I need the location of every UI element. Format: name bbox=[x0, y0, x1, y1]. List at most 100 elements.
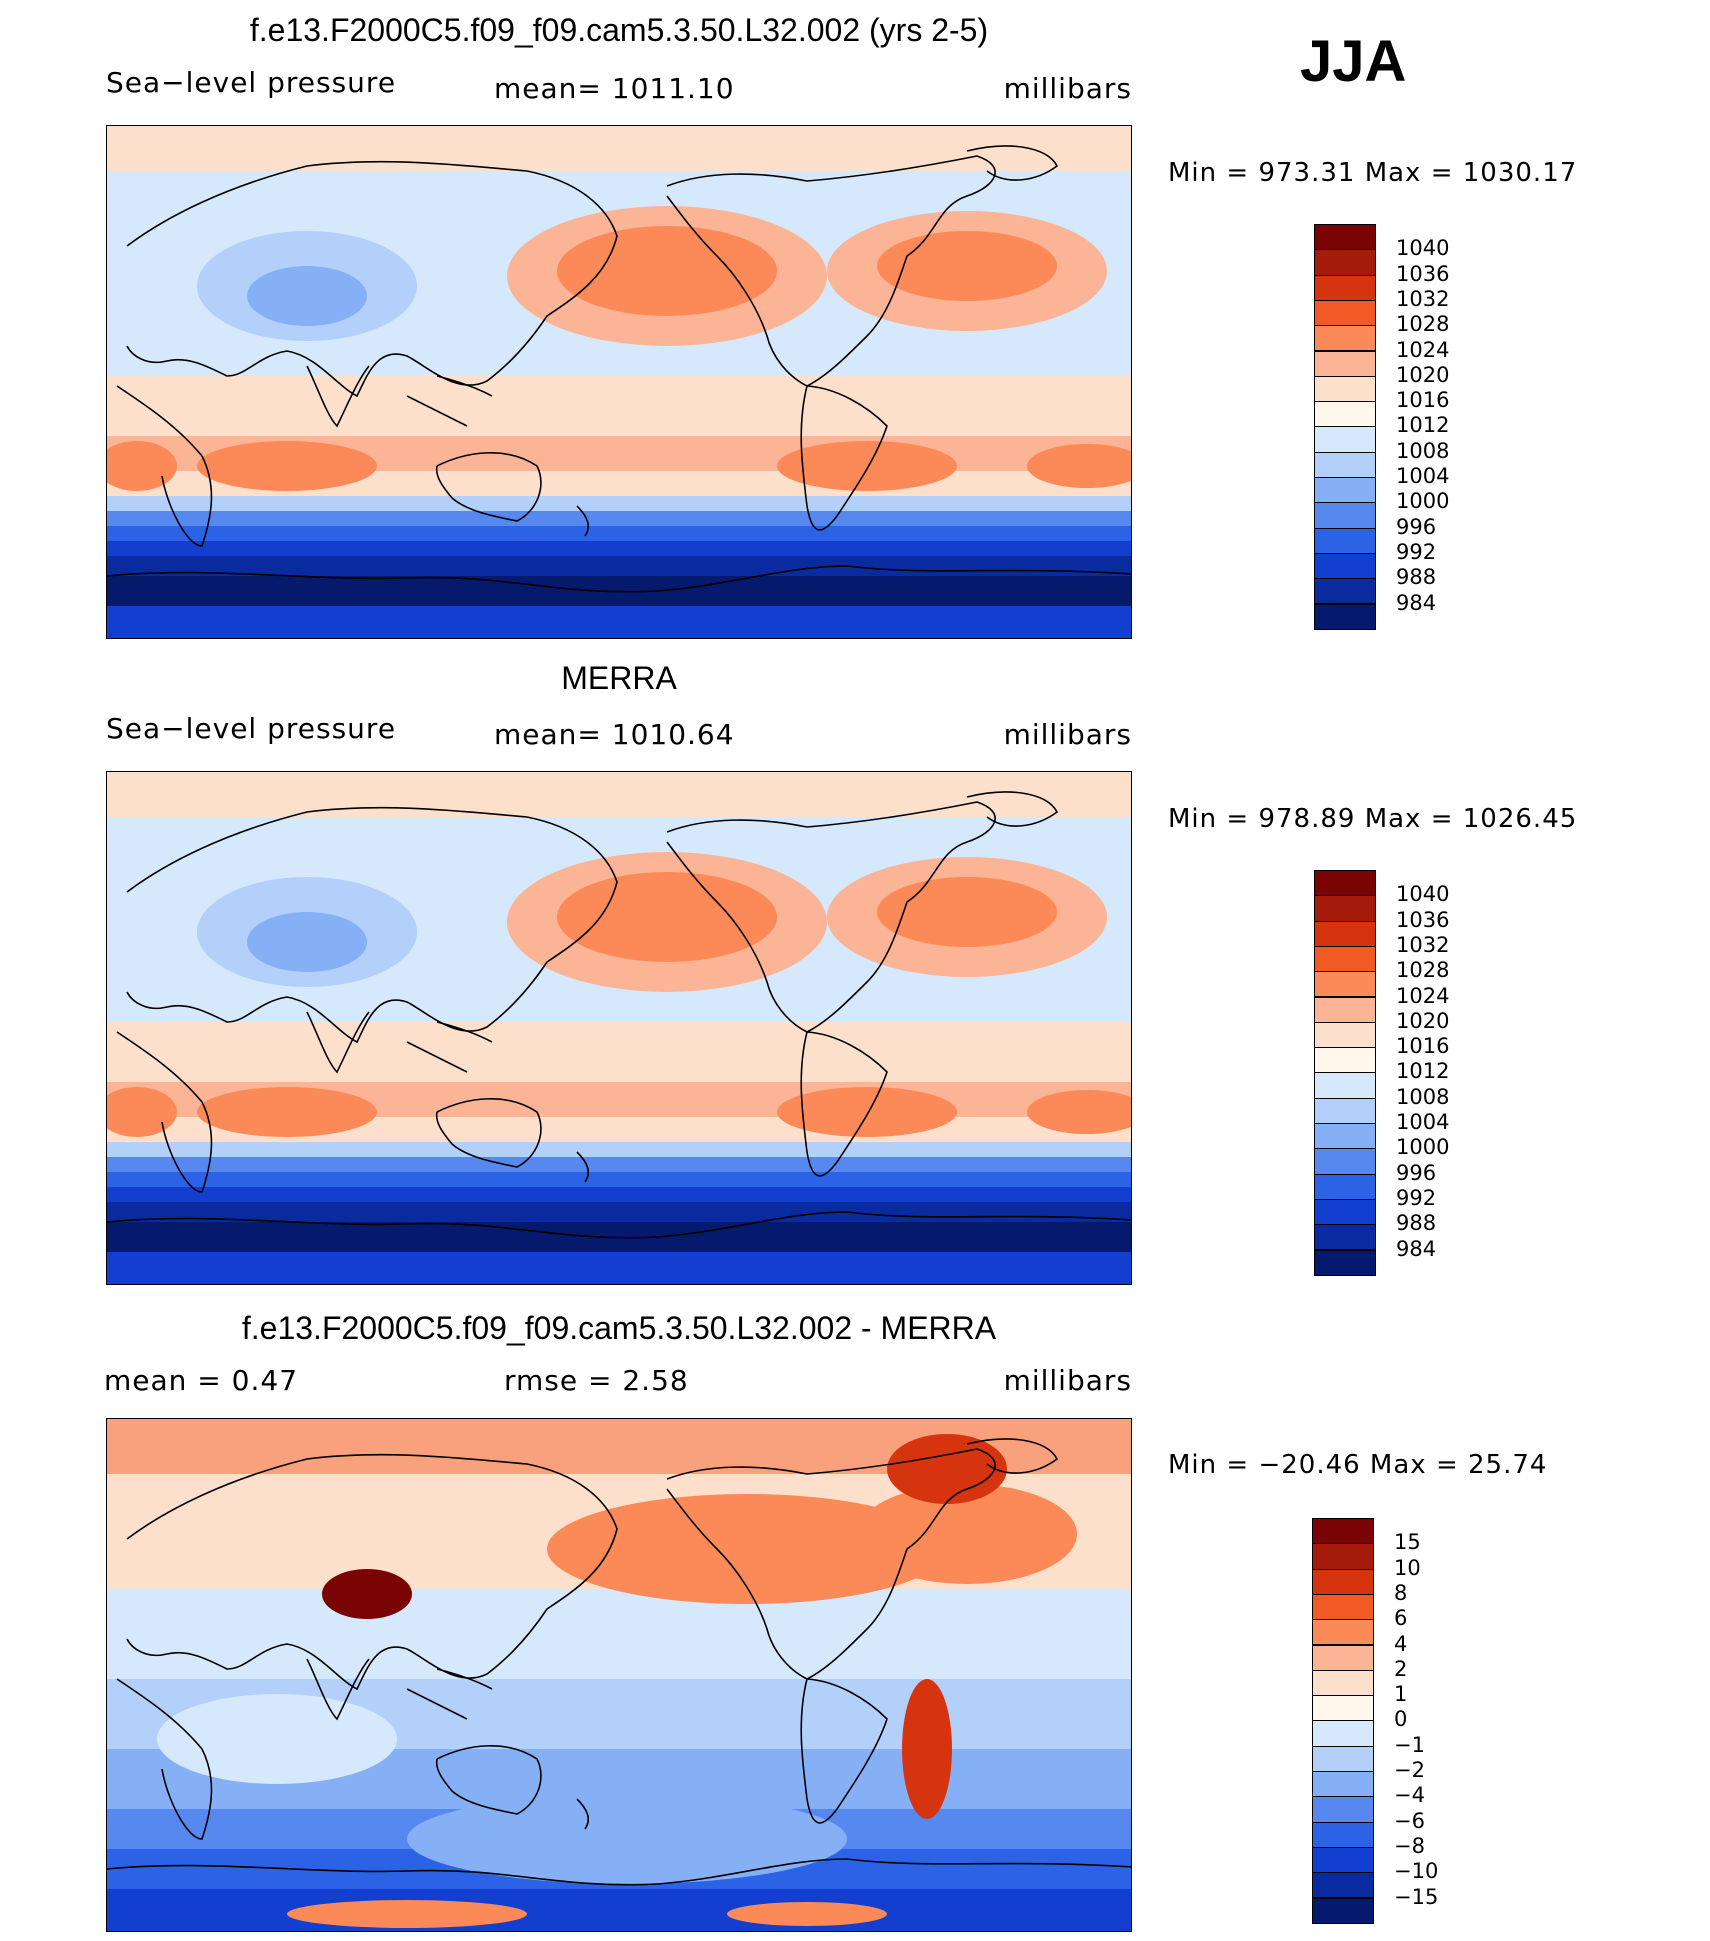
units-label: millibars bbox=[1003, 1364, 1132, 1397]
slp-map bbox=[106, 771, 1132, 1285]
colorbar-tick-label: 1004 bbox=[1396, 1110, 1450, 1134]
colorbar-swatch bbox=[1312, 1872, 1374, 1899]
coastline bbox=[435, 452, 542, 522]
pressure-band bbox=[107, 1142, 1131, 1157]
pressure-band bbox=[107, 541, 1131, 556]
coastline bbox=[966, 1438, 1059, 1474]
pressure-contour bbox=[557, 872, 777, 962]
pressure-band bbox=[107, 1889, 1131, 1931]
coastline bbox=[116, 1031, 213, 1193]
colorbar-tick-label: 1008 bbox=[1396, 438, 1450, 463]
colorbar-swatch bbox=[1314, 401, 1376, 428]
colorbar-tick-label: 996 bbox=[1396, 514, 1437, 539]
colorbar-tick-label: 1036 bbox=[1396, 907, 1450, 932]
colorbar-swatch bbox=[1312, 1745, 1374, 1772]
colorbar-swatch bbox=[1312, 1518, 1374, 1545]
coastline bbox=[966, 145, 1059, 181]
colorbar-tick-label: 996 bbox=[1396, 1160, 1437, 1185]
colorbar-tick-label: −8 bbox=[1394, 1833, 1425, 1858]
pressure-contour bbox=[857, 1484, 1077, 1584]
coastline bbox=[107, 565, 1131, 593]
colorbar-swatch bbox=[1314, 1072, 1376, 1099]
colorbar-swatch bbox=[1314, 1123, 1376, 1150]
coastline bbox=[406, 1668, 493, 1720]
pressure-contour bbox=[777, 1087, 957, 1137]
pressure-contour bbox=[777, 441, 957, 491]
colorbar-swatch bbox=[1314, 996, 1376, 1023]
coastline bbox=[306, 365, 370, 428]
colorbar-tick-label: 1012 bbox=[1396, 1059, 1450, 1084]
coastline bbox=[576, 1151, 589, 1183]
season-label: JJA bbox=[1300, 29, 1407, 94]
coastline bbox=[576, 505, 589, 537]
coastline bbox=[800, 1031, 888, 1177]
mean-label: mean = 0.47 bbox=[104, 1364, 299, 1397]
pressure-band bbox=[107, 556, 1131, 576]
colorbar-swatch bbox=[1314, 224, 1376, 251]
colorbar-tick-label: 992 bbox=[1396, 539, 1437, 564]
panel-title: f.e13.F2000C5.f09_f09.cam5.3.50.L32.002 … bbox=[241, 1310, 997, 1346]
coastline bbox=[800, 1678, 888, 1824]
colorbar-swatch bbox=[1314, 895, 1376, 922]
pressure-contour bbox=[322, 1569, 412, 1619]
pressure-contour bbox=[407, 1794, 847, 1884]
coastline bbox=[666, 155, 996, 387]
coastline bbox=[666, 1448, 996, 1680]
colorbar-swatch bbox=[1314, 502, 1376, 529]
colorbar-tick-label: 10 bbox=[1394, 1555, 1421, 1580]
variable-label: Sea−level pressure bbox=[106, 66, 397, 99]
pressure-band bbox=[107, 772, 1131, 817]
pressure-band bbox=[107, 606, 1131, 638]
colorbar-swatch bbox=[1314, 945, 1376, 973]
colorbar-swatch bbox=[1312, 1593, 1374, 1621]
rmse-label: rmse = 2.58 bbox=[504, 1364, 689, 1397]
colorbar-tick-label: −1 bbox=[1394, 1732, 1425, 1757]
pressure-contour bbox=[1027, 444, 1131, 488]
coastline bbox=[435, 1098, 542, 1168]
pressure-contour bbox=[877, 231, 1057, 301]
colorbar-swatch bbox=[1314, 1224, 1376, 1251]
colorbar-tick-label: 1008 bbox=[1396, 1084, 1450, 1109]
mean-label: mean= 1010.64 bbox=[494, 718, 735, 751]
colorbar-tick-label: 1004 bbox=[1396, 464, 1450, 488]
pressure-band bbox=[107, 1022, 1131, 1082]
colorbar-tick-label: 1016 bbox=[1396, 388, 1450, 413]
colorbar-swatch bbox=[1314, 1148, 1376, 1175]
colorbar-tick-label: 1040 bbox=[1396, 236, 1450, 261]
colorbar-swatch bbox=[1314, 1249, 1376, 1276]
colorbar-tick-label: −15 bbox=[1394, 1884, 1439, 1909]
pressure-band bbox=[107, 1187, 1131, 1202]
pressure-band bbox=[107, 496, 1131, 511]
pressure-contour bbox=[887, 1434, 1007, 1504]
pressure-contour bbox=[557, 226, 777, 316]
colorbar-swatch bbox=[1312, 1720, 1374, 1747]
colorbar-swatch bbox=[1314, 274, 1376, 301]
pressure-contour bbox=[197, 1087, 377, 1137]
colorbar-tick-label: 2 bbox=[1394, 1656, 1408, 1681]
pressure-band bbox=[107, 126, 1131, 171]
colorbar-swatch bbox=[1314, 870, 1376, 897]
coastline bbox=[126, 160, 618, 398]
colorbar-tick-label: 15 bbox=[1394, 1530, 1421, 1555]
coastline bbox=[435, 1745, 542, 1815]
pressure-band bbox=[107, 376, 1131, 436]
pressure-contour bbox=[902, 1679, 952, 1819]
pressure-contour bbox=[287, 1900, 527, 1928]
pressure-contour bbox=[877, 877, 1057, 947]
units-label: millibars bbox=[1003, 72, 1132, 105]
coastline bbox=[306, 1658, 370, 1721]
pressure-band bbox=[107, 1157, 1131, 1172]
colorbar-tick-label: 6 bbox=[1394, 1606, 1408, 1631]
colorbar-tick-label: 1016 bbox=[1396, 1034, 1450, 1059]
pressure-band bbox=[107, 1589, 1131, 1679]
colorbar-tick-label: 988 bbox=[1396, 1211, 1437, 1236]
colorbar-swatch bbox=[1314, 578, 1376, 605]
slp-map bbox=[106, 125, 1132, 639]
colorbar-swatch bbox=[1312, 1543, 1374, 1570]
pressure-contour bbox=[547, 1494, 947, 1604]
colorbar-swatch bbox=[1314, 1173, 1376, 1200]
colorbar-tick-label: −6 bbox=[1394, 1808, 1425, 1833]
colorbar-swatch bbox=[1312, 1695, 1374, 1722]
pressure-band bbox=[107, 511, 1131, 526]
colorbar-tick-label: 984 bbox=[1396, 1236, 1437, 1261]
